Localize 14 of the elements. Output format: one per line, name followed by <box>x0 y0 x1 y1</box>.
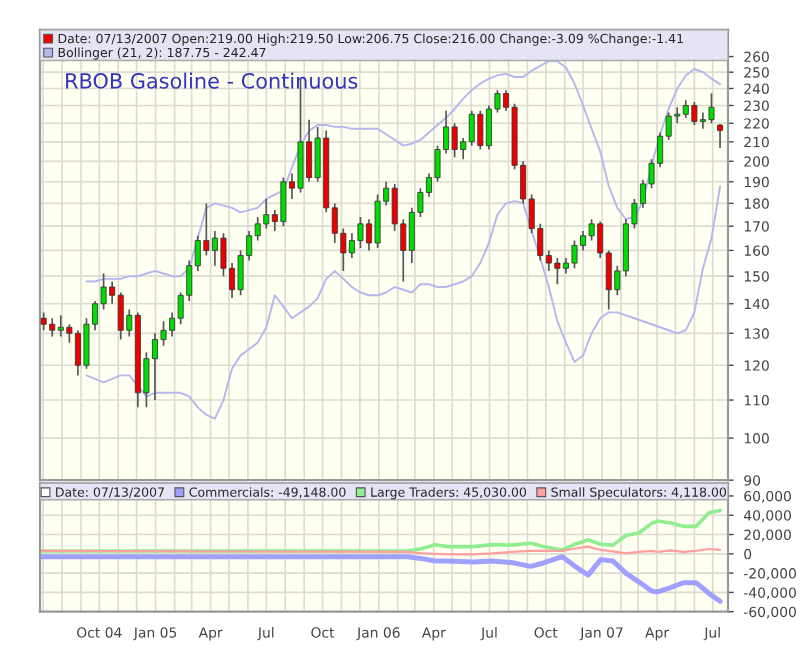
candlestick <box>708 92 715 125</box>
candlestick <box>357 216 364 249</box>
line-series <box>40 508 722 553</box>
candlestick <box>477 109 484 151</box>
text: RBOB Gasoline - Continuous <box>66 72 358 89</box>
candlestick <box>280 176 287 228</box>
candlestick <box>717 123 724 149</box>
line-series <box>40 554 723 604</box>
candlestick <box>691 101 698 126</box>
candlestick <box>554 257 561 286</box>
candlestick <box>374 193 381 249</box>
line-series <box>85 185 722 420</box>
candlestick <box>571 239 578 270</box>
candlestick <box>451 122 458 159</box>
